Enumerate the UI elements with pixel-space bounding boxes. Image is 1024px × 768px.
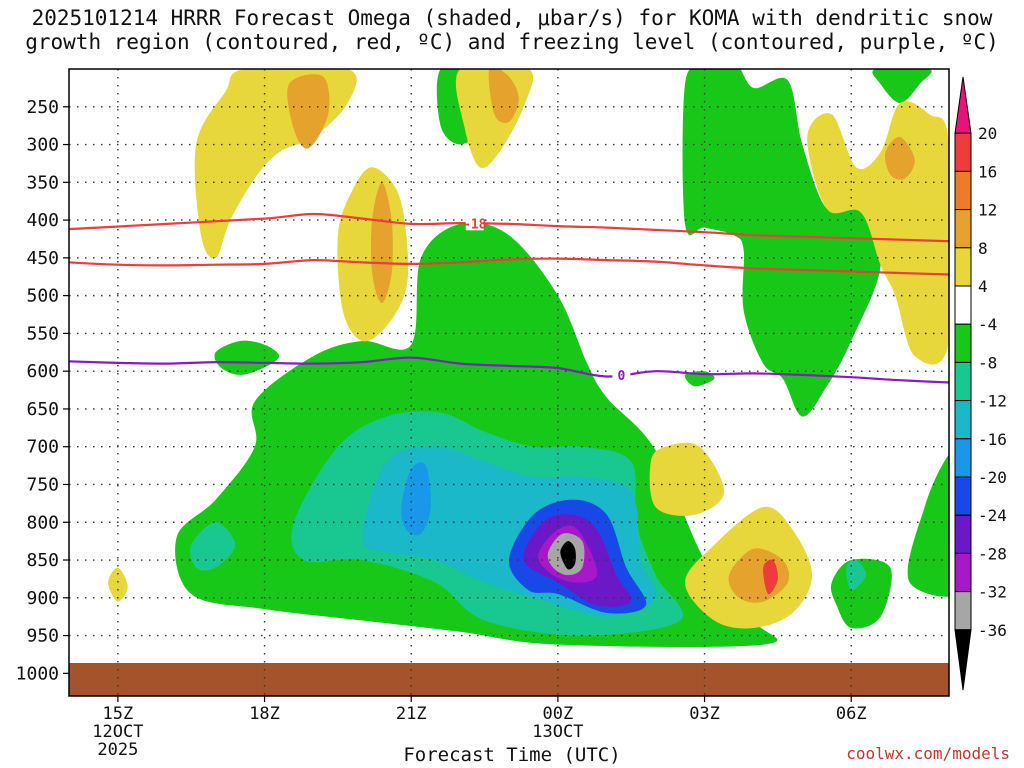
omega-region-downward-orange-right: [884, 136, 915, 180]
y-tick-label: 650: [26, 399, 59, 420]
omega-region-upward-black: [560, 541, 576, 570]
colorbar-label: -32: [978, 583, 1007, 602]
x-tick-label: 06Z: [836, 704, 867, 724]
x-tick-label: 03Z: [689, 704, 720, 724]
colorbar-label: -20: [978, 468, 1007, 487]
chart-title-line2: growth region (contoured, red, ºC) and f…: [25, 30, 999, 54]
omega-region-downward-red-low: [763, 559, 779, 595]
y-tick-label: 950: [26, 626, 59, 647]
colorbar-swatch: [954, 591, 972, 631]
colorbar-swatch: [954, 247, 972, 287]
colorbar-swatch: [954, 323, 972, 363]
colorbar-label: -16: [978, 430, 1007, 449]
y-tick-label: 450: [26, 248, 59, 269]
colorbar-label: -4: [978, 315, 997, 334]
colorbar-swatch: [954, 400, 972, 440]
colorbar-swatch: [954, 132, 972, 172]
y-tick-label: 700: [26, 437, 59, 458]
colorbar-swatch: [954, 514, 972, 554]
source-credit: coolwx.com/models: [846, 744, 1010, 763]
colorbar-label: 16: [978, 162, 997, 181]
y-tick-label: 1000: [16, 663, 59, 684]
colorbar-swatch: [954, 209, 972, 249]
y-tick-label: 800: [26, 512, 59, 533]
omega-region-upward-green-left-blob: [214, 340, 280, 375]
contour-freezing-level: [69, 356, 949, 384]
x-tick-label: 00Z: [543, 704, 574, 724]
colorbar-swatch: [954, 76, 972, 134]
chart-title-line1: 2025101214 HRRR Forecast Omega (shaded, …: [31, 6, 993, 30]
x-tick-label: 15Z: [103, 704, 134, 724]
omega-region-upward-blue: [401, 462, 431, 536]
contour-dendritic-upper: [69, 212, 949, 243]
x-tick-label: 13OCT: [532, 722, 583, 742]
omega-region-upward-green-far-right: [907, 454, 949, 597]
y-tick-label: 550: [26, 323, 59, 344]
gridlines: [69, 69, 949, 696]
colorbar-label: -12: [978, 392, 1007, 411]
colorbar-swatch: [954, 629, 972, 691]
omega-region-upward-teal-left: [190, 522, 236, 571]
plot-border: [68, 68, 950, 697]
colorbar-label: 12: [978, 201, 997, 220]
omega-region-downward-orange-col2: [488, 69, 519, 124]
ground-surface: [69, 663, 949, 696]
y-tick-label: 400: [26, 210, 59, 231]
omega-region-upward-green-right: [682, 69, 881, 417]
contour-label-bg: [465, 215, 484, 231]
contour-label: 0: [618, 369, 626, 384]
omega-region-downward-orange-left: [287, 74, 330, 149]
colorbar-swatch: [954, 170, 972, 211]
colorbar-swatch: [954, 438, 972, 478]
colorbar-swatch: [954, 552, 972, 593]
contour-dendritic-lower: [69, 257, 949, 276]
x-tick-label: 12OCT: [92, 722, 143, 742]
colorbar-swatch: [954, 361, 972, 402]
omega-region-upward-green-top-right: [872, 69, 932, 103]
y-tick-label: 500: [26, 286, 59, 307]
contour-label-bg: [612, 366, 631, 382]
x-tick-label: 18Z: [249, 704, 280, 724]
colorbar: 20 16 12 8 4 -4 -8 -12 -16 -20 -24 -28 -32 -36: [954, 76, 1007, 691]
contour-label: -18: [463, 217, 487, 232]
colorbar-label: -28: [978, 544, 1007, 563]
y-tick-label: 900: [26, 588, 59, 609]
y-axis: 250 300 350 400 450 500 550 600 650 700 750 800 850 9…: [16, 97, 69, 684]
colorbar-label: -8: [978, 353, 997, 372]
omega-region-upward-green-right-low: [830, 558, 892, 629]
omega-region-downward-yellow-tiny: [108, 567, 128, 602]
y-tick-label: 750: [26, 474, 59, 495]
omega-region-upward-teal-right: [846, 559, 866, 591]
colorbar-label: -24: [978, 506, 1007, 525]
x-tick-label: 2025: [97, 740, 138, 760]
colorbar-label: -36: [978, 621, 1007, 640]
contour-lines: -18 0: [69, 212, 949, 384]
y-tick-label: 350: [26, 172, 59, 193]
colorbar-label: 20: [978, 124, 997, 143]
y-tick-label: 850: [26, 550, 59, 571]
omega-region-downward-orange-col1: [370, 182, 393, 304]
colorbar-label: 8: [978, 239, 988, 258]
y-tick-label: 250: [26, 97, 59, 118]
omega-shading: [108, 69, 949, 648]
y-tick-label: 600: [26, 361, 59, 382]
y-tick-label: 300: [26, 135, 59, 156]
colorbar-swatch: [954, 476, 972, 516]
colorbar-label: 4: [978, 277, 988, 296]
x-tick-label: 21Z: [396, 704, 427, 724]
colorbar-swatch: [954, 285, 972, 325]
omega-region-downward-yellow-mid-low: [649, 442, 725, 516]
x-axis-title: Forecast Time (UTC): [403, 744, 621, 766]
